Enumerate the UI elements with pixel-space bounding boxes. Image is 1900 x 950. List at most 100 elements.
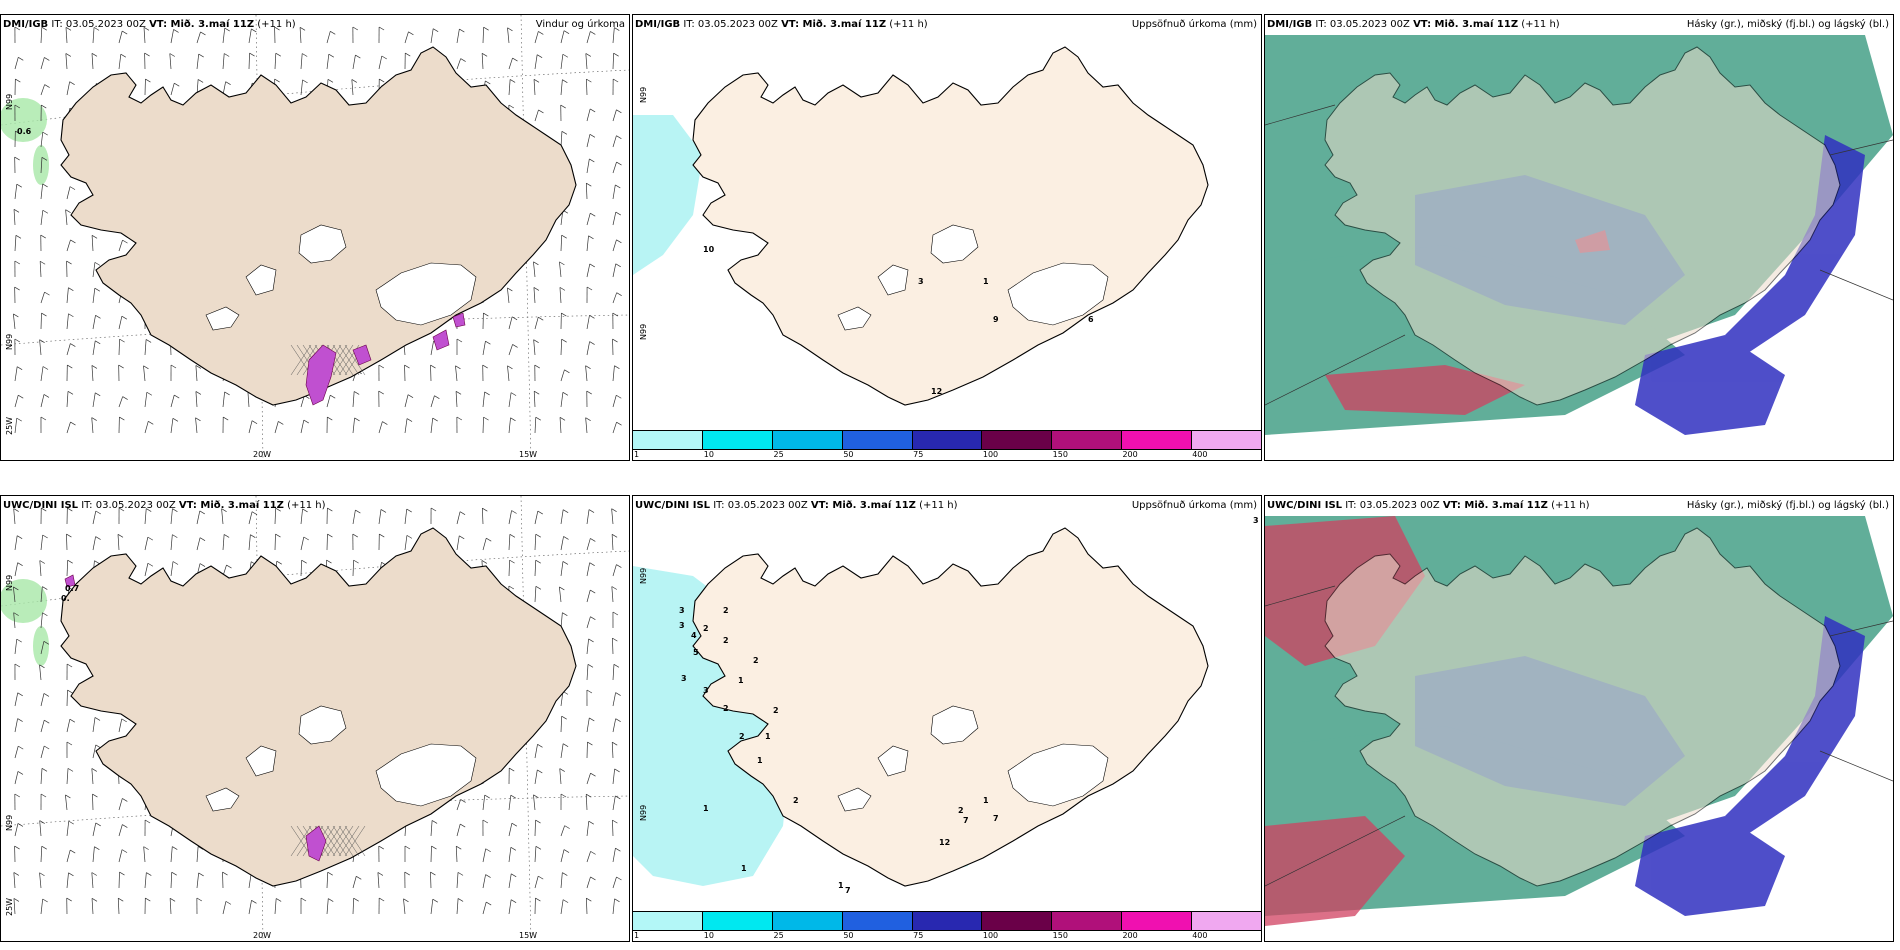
value-label: 1	[741, 864, 747, 873]
colorbar-tick-label: 100	[982, 450, 999, 459]
product-name: Uppsöfnuð úrkoma (mm)	[1131, 19, 1257, 30]
value-label: 2	[739, 732, 745, 741]
precip-colorbar	[633, 911, 1261, 931]
colorbar-segment	[772, 431, 843, 449]
panel-dmi-cloud: DMI/IGB IT: 03.05.2023 00Z VT: Mið. 3.ma…	[1264, 14, 1894, 461]
model-name: UWC/DINI ISL	[3, 500, 79, 511]
value-label: 3	[679, 621, 685, 630]
colorbar-tick-label: 1	[634, 931, 640, 940]
value-label: 1	[703, 804, 709, 813]
model-name: UWC/DINI ISL	[1267, 500, 1343, 511]
product-name: Hásky (gr.), miðský (fj.bl.) og lágský (…	[1686, 500, 1889, 511]
panel-title: UWC/DINI ISL IT: 03.05.2023 00Z VT: Mið.…	[1267, 500, 1590, 511]
valid-time: VT: Mið. 3.maí 11Z	[810, 500, 916, 511]
lead-time: (+11 h)	[1547, 500, 1590, 511]
value-label: 3	[1253, 516, 1259, 525]
value-label: 2	[793, 796, 799, 805]
lon-label-left: 25W	[5, 897, 14, 916]
value-label: 0.6	[17, 127, 32, 136]
valid-time: VT: Mið. 3.maí 11Z	[178, 500, 284, 511]
lon-label-mid: 20W	[253, 931, 272, 940]
product-name: Uppsöfnuð úrkoma (mm)	[1131, 500, 1257, 511]
value-label: 3	[918, 277, 924, 286]
map-uwc-wind	[1, 496, 629, 941]
panel-title: DMI/IGB IT: 03.05.2023 00Z VT: Mið. 3.ma…	[3, 19, 296, 30]
colorbar-labels: 1 10 25 50 75 100 150 200 400	[633, 931, 1261, 941]
valid-time: VT: Mið. 3.maí 11Z	[1413, 19, 1519, 30]
value-label: 2	[773, 706, 779, 715]
colorbar-segment	[842, 431, 913, 449]
value-label: 12	[931, 387, 943, 396]
colorbar-tick-label: 150	[1052, 450, 1068, 459]
map-uwc-cloud	[1265, 496, 1893, 941]
value-label: 2	[723, 704, 729, 713]
precip-colorbar	[633, 430, 1261, 450]
colorbar-segment	[982, 431, 1053, 449]
colorbar-tick-label: 10	[703, 450, 714, 459]
panel-title: DMI/IGB IT: 03.05.2023 00Z VT: Mið. 3.ma…	[635, 19, 928, 30]
colorbar-tick-label: 25	[773, 450, 784, 459]
model-name: DMI/IGB	[1267, 19, 1313, 30]
valid-time: VT: Mið. 3.maí 11Z	[149, 19, 255, 30]
init-time: IT: 03.05.2023 00Z	[1342, 500, 1443, 511]
map-uwc-precip	[633, 527, 1209, 887]
panel-uwc-cloud: UWC/DINI ISL IT: 03.05.2023 00Z VT: Mið.…	[1264, 495, 1894, 942]
value-label: 7	[993, 814, 999, 823]
panel-uwc-wind: N99 N99 25W 20W 15W 0.7 0. UWC/DINI ISL IT: 03.…	[0, 495, 630, 942]
lead-time: (+11 h)	[1518, 19, 1560, 30]
value-label: 3	[681, 674, 687, 683]
lat-label-top: N99	[639, 86, 648, 103]
colorbar-tick-label: 50	[843, 931, 854, 940]
lead-time: (+11 h)	[283, 500, 326, 511]
colorbar-segment	[1122, 912, 1193, 930]
init-time: IT: 03.05.2023 00Z	[78, 500, 179, 511]
init-time: IT: 03.05.2023 00Z	[710, 500, 811, 511]
colorbar-segment	[1192, 431, 1261, 449]
colorbar-tick-label: 75	[913, 931, 924, 940]
value-label: 1	[838, 881, 844, 890]
value-label: 1	[738, 676, 744, 685]
value-label: 2	[958, 806, 964, 815]
valid-time: VT: Mið. 3.maí 11Z	[781, 19, 887, 30]
value-label: 2	[753, 656, 759, 665]
colorbar-tick-label: 75	[913, 450, 924, 459]
value-label: 5	[693, 648, 699, 657]
panel-uwc-precip: N99 N99 1 10 25 50 75 100 150 200 400 3 2 3 2 4 5 2 3 1 3 2 2 2…	[632, 495, 1262, 942]
value-label: 7	[963, 816, 969, 825]
colorbar-segment	[1122, 431, 1193, 449]
model-name: DMI/IGB	[635, 19, 681, 30]
model-name: DMI/IGB	[3, 19, 49, 30]
colorbar-tick-label: 100	[982, 931, 999, 940]
colorbar-tick-label: 400	[1192, 450, 1208, 459]
lat-label-mid: N99	[5, 333, 14, 350]
init-time: IT: 03.05.2023 00Z	[1312, 19, 1414, 30]
colorbar-tick-label: 200	[1122, 931, 1138, 940]
colorbar-segment	[633, 912, 703, 930]
lead-time: (+11 h)	[915, 500, 958, 511]
value-label: 0.7	[65, 584, 80, 593]
colorbar-tick-label: 1	[634, 450, 640, 459]
model-name: UWC/DINI ISL	[635, 500, 711, 511]
panel-title: UWC/DINI ISL IT: 03.05.2023 00Z VT: Mið.…	[3, 500, 326, 511]
colorbar-segment	[702, 431, 773, 449]
lon-label-left: 25W	[5, 416, 14, 435]
value-label: 6	[1088, 315, 1094, 324]
lat-label-top: N99	[5, 574, 14, 591]
colorbar-tick-label: 200	[1122, 450, 1138, 459]
product-name: Vindur og úrkoma	[535, 19, 625, 30]
lat-label-top: N99	[639, 567, 648, 584]
init-time: IT: 03.05.2023 00Z	[680, 19, 782, 30]
colorbar-labels: 1 10 25 50 75 100 150 200 400	[633, 450, 1261, 460]
lon-label-right: 15W	[519, 450, 538, 459]
colorbar-tick-label: 150	[1052, 931, 1068, 940]
map-dmi-cloud	[1265, 15, 1893, 460]
lat-label-mid: N99	[5, 814, 14, 831]
colorbar-segment	[982, 912, 1053, 930]
lat-label-mid: N99	[639, 323, 648, 340]
lat-label-top: N99	[5, 93, 14, 110]
value-label: 1	[765, 732, 771, 741]
colorbar-segment	[912, 912, 983, 930]
valid-time: VT: Mið. 3.maí 11Z	[1442, 500, 1548, 511]
value-label: 7	[845, 886, 851, 895]
colorbar-segment	[633, 431, 703, 449]
